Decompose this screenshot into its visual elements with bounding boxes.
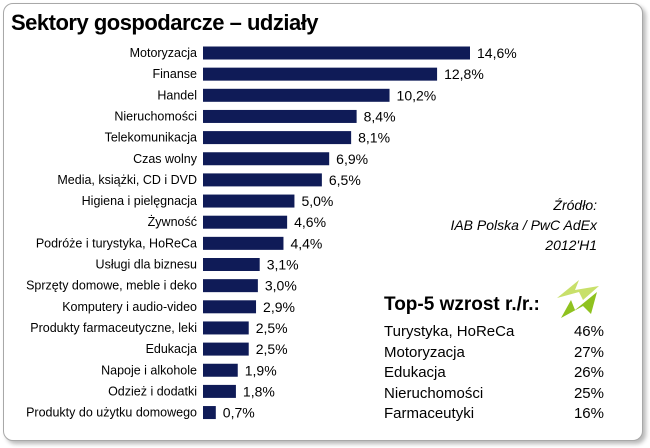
bar	[203, 321, 249, 335]
top5-row: Turystyka, HoReCa 46%	[384, 322, 604, 343]
category-label: Sprzęty domowe, meble i deko	[26, 279, 197, 293]
top5-row: Farmaceutyki 16%	[384, 404, 604, 425]
bar	[203, 258, 260, 271]
category-label: Nieruchomości	[114, 109, 197, 123]
category-label: Podróże i turystyka, HoReCa	[36, 236, 197, 250]
category-label: Produkty farmaceutyczne, leki	[30, 321, 197, 335]
category-label: Odzież i dodatki	[108, 384, 197, 398]
top5-row-name: Farmaceutyki	[384, 405, 475, 422]
value-label: 14,6%	[477, 45, 517, 61]
value-label: 3,0%	[265, 278, 297, 294]
value-label: 8,1%	[358, 130, 390, 146]
value-label: 4,6%	[294, 214, 326, 230]
bar	[203, 384, 236, 398]
bar	[203, 67, 438, 81]
top5-row-value: 16%	[573, 405, 604, 422]
growth-arrow-logo-icon	[557, 280, 599, 318]
bar	[203, 279, 258, 293]
source-line-2: IAB Polska / PwC AdEx	[450, 217, 597, 233]
category-label: Żywność	[148, 215, 197, 229]
top5-title: Top-5 wzrost r./r.:	[384, 294, 540, 315]
bar	[203, 88, 390, 102]
top5-row: Motoryzacja 27%	[384, 343, 604, 364]
category-label: Czas wolny	[133, 152, 198, 166]
value-label: 5,0%	[301, 193, 333, 209]
category-label: Finanse	[153, 67, 198, 81]
top5-table: Turystyka, HoReCa 46% Motoryzacja 27% Ed…	[384, 322, 604, 425]
value-label: 1,8%	[243, 383, 275, 399]
value-label: 2,5%	[256, 320, 288, 336]
source-line-1: Źródło:	[553, 197, 597, 213]
value-label: 1,9%	[245, 362, 277, 378]
top5-row-name: Edukacja	[384, 364, 446, 381]
category-label: Motoryzacja	[130, 46, 197, 60]
value-label: 12,8%	[444, 66, 484, 82]
value-label: 10,2%	[397, 87, 437, 103]
bar	[203, 342, 249, 356]
category-label: Napoje i alkohole	[101, 363, 197, 377]
top5-row-value: 46%	[573, 323, 604, 340]
value-label: 2,9%	[263, 299, 295, 315]
source-note: Źródło: IAB Polska / PwC AdEx 2012'H1	[450, 195, 597, 255]
category-label: Edukacja	[146, 342, 197, 356]
top5-row-value: 25%	[573, 384, 604, 402]
category-label: Komputery i audio-video	[62, 300, 197, 314]
chart-title: Sektory gospodarcze – udziały	[11, 10, 319, 35]
bar	[203, 131, 352, 145]
bar	[203, 46, 470, 60]
top5-row: Nieruchomości 25%	[384, 384, 604, 405]
category-label: Media, książki, CD i DVD	[57, 173, 197, 187]
value-label: 3,1%	[267, 257, 299, 273]
value-label: 6,9%	[336, 151, 368, 167]
top5-row: Edukacja 26%	[384, 363, 604, 384]
value-label: 6,5%	[329, 172, 361, 188]
value-label: 8,4%	[364, 108, 396, 124]
bar	[203, 363, 238, 377]
bar	[203, 215, 288, 229]
value-label: 2,5%	[256, 341, 288, 357]
bar	[203, 406, 216, 420]
top5-row-value: 26%	[573, 364, 604, 381]
top5-row-name: Nieruchomości	[384, 384, 484, 402]
category-label: Usługi dla biznesu	[96, 258, 197, 272]
source-line-3: 2012'H1	[545, 237, 597, 253]
bar	[203, 173, 322, 187]
bar	[203, 300, 257, 314]
value-label: 0,7%	[223, 405, 255, 421]
value-label: 4,4%	[290, 235, 322, 251]
category-label: Handel	[157, 88, 197, 102]
category-label: Produkty do użytku domowego	[26, 406, 197, 420]
top5-row-name: Motoryzacja	[384, 343, 465, 361]
category-label: Telekomunikacja	[105, 131, 197, 145]
top5-row-value: 27%	[573, 343, 604, 361]
bar	[203, 194, 295, 208]
bar	[203, 152, 330, 166]
top5-row-name: Turystyka, HoReCa	[384, 323, 515, 340]
bar	[203, 236, 284, 250]
bar	[203, 109, 357, 123]
category-label: Higiena i pielęgnacja	[82, 194, 197, 208]
